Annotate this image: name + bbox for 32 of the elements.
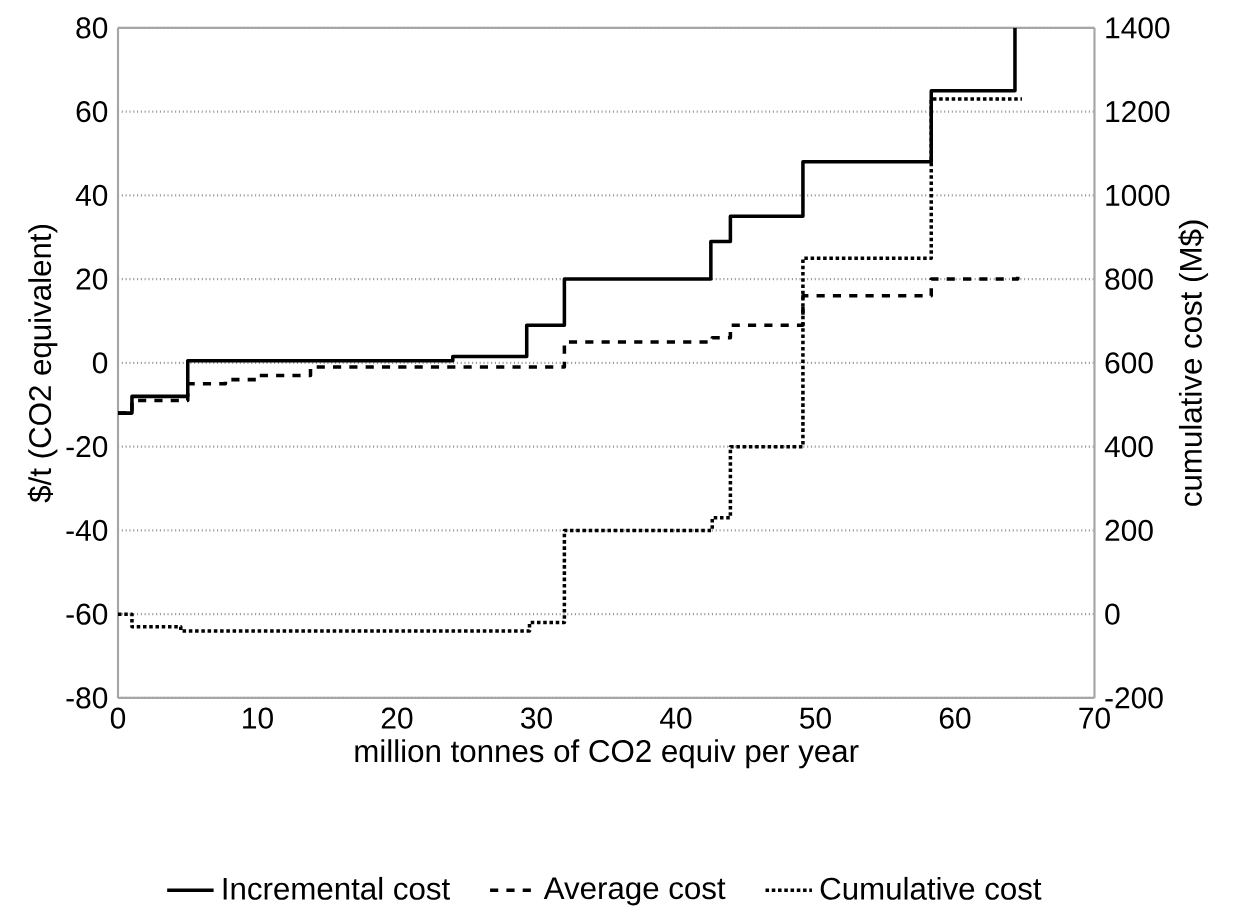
y2-tick-label: 200: [1105, 519, 1153, 541]
y2-axis-title: cumulative cost (M$): [1178, 220, 1209, 506]
x-axis-title: million tonnes of CO2 equiv per year: [355, 739, 859, 769]
y2-tick-label: 800: [1105, 268, 1153, 290]
y-tick-label: -40: [66, 519, 108, 541]
legend-label: Average cost: [543, 877, 726, 906]
y2-tick-label: 1000: [1106, 184, 1170, 206]
x-tick-label: 40: [660, 707, 692, 729]
y-tick-label: 60: [76, 100, 108, 123]
x-tick-label: 10: [243, 707, 273, 729]
y-tick-label: 80: [76, 17, 108, 39]
y-axis-title: $/t (CO2 equivalent): [27, 224, 58, 503]
legend-label: Cumulative cost: [820, 876, 1042, 900]
x-tick-label: 50: [800, 707, 831, 729]
x-tick-label: 70: [1079, 707, 1110, 729]
y-tick-label: -80: [66, 687, 108, 709]
x-tick-label: 60: [939, 707, 971, 729]
legend-label: Incremental cost: [223, 876, 450, 900]
y2-tick-label: 0: [1105, 603, 1120, 625]
y2-tick-label: 1200: [1106, 100, 1170, 123]
y-tick-label: -60: [66, 603, 108, 625]
x-tick-label: 20: [381, 707, 413, 729]
y-tick-label: 40: [75, 184, 108, 206]
y-tick-label: -20: [66, 435, 108, 458]
x-tick-label: 30: [521, 707, 552, 729]
x-tick-label: 0: [110, 707, 126, 729]
y-tick-label: 20: [76, 268, 108, 290]
y-tick-label: 0: [92, 352, 108, 374]
y2-tick-label: 400: [1104, 436, 1153, 458]
y2-tick-label: 1400: [1106, 17, 1170, 39]
y2-tick-label: 600: [1105, 352, 1153, 374]
y2-tick-label: -200: [1105, 687, 1163, 709]
